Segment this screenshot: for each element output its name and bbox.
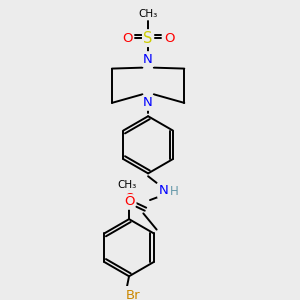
Text: N: N <box>158 184 168 197</box>
Text: O: O <box>125 192 135 205</box>
Text: N: N <box>143 52 153 66</box>
Text: Br: Br <box>125 289 140 300</box>
Text: O: O <box>124 196 134 208</box>
Text: H: H <box>169 185 178 198</box>
Text: S: S <box>143 31 153 46</box>
Text: CH₃: CH₃ <box>118 180 137 190</box>
Text: O: O <box>164 32 174 45</box>
Text: CH₃: CH₃ <box>139 9 158 19</box>
Text: O: O <box>122 32 132 45</box>
Text: N: N <box>143 96 153 110</box>
